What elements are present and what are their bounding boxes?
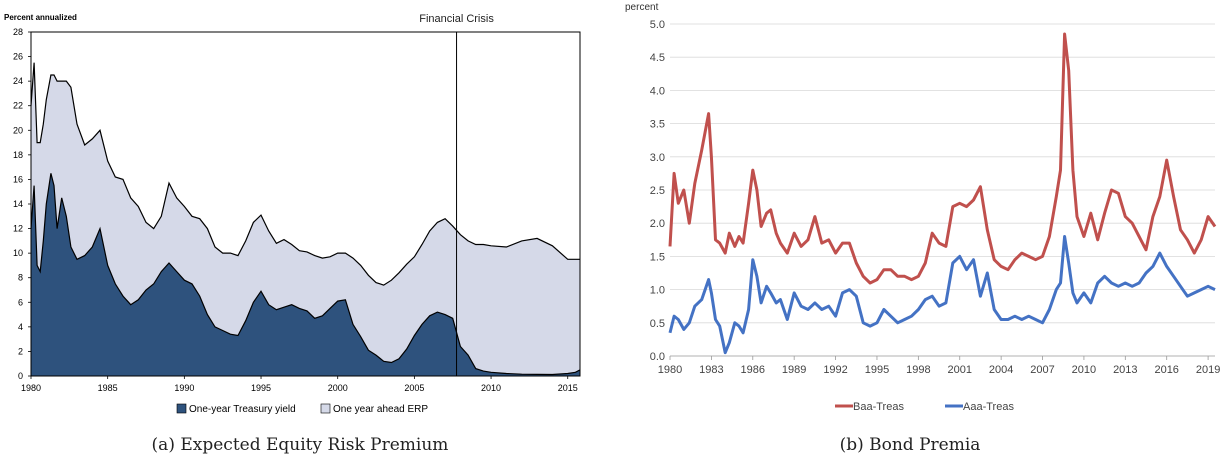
panel-b-x-tick-label: 2019 xyxy=(1196,364,1220,376)
legend-label-erp: One year ahead ERP xyxy=(333,404,428,415)
panel-b-legend: Baa-Treas Aaa-Treas xyxy=(835,401,1014,413)
panel-b-x-tick-label: 2010 xyxy=(1072,364,1096,376)
panel-b-y-tick-label: 5.0 xyxy=(650,19,665,31)
panel-b-y-tick-label: 2.0 xyxy=(650,218,665,230)
panel-a-y-tick-label: 4 xyxy=(18,322,23,332)
panel-a-y-tick-label: 20 xyxy=(13,125,23,135)
panel-b-x-tick-label: 1995 xyxy=(865,364,889,376)
panel-b-series-lines xyxy=(668,32,1217,355)
panel-b-y-tick-label: 1.0 xyxy=(650,285,665,297)
panel-a-y-tick-label: 2 xyxy=(18,346,23,356)
panel-a-x-tick-label: 1995 xyxy=(251,383,271,393)
panel-b-y-tick-label: 4.5 xyxy=(650,52,665,64)
panel-a-y-tick-label: 26 xyxy=(13,52,23,62)
legend-label-baa: Baa-Treas xyxy=(853,401,904,413)
panel-a-y-tick-label: 24 xyxy=(13,76,23,86)
caption-panel-a: (a) Expected Equity Risk Premium xyxy=(151,435,449,455)
panel-b-y-axis-label: percent xyxy=(625,2,659,13)
panel-a-x-tick-label: 1985 xyxy=(98,383,118,393)
financial-crisis-annotation: Financial Crisis xyxy=(419,13,494,25)
panel-a-x-tick-label: 2000 xyxy=(328,383,348,393)
panel-b-x-tick-label: 2007 xyxy=(1030,364,1054,376)
panel-a-x-tick-label: 2010 xyxy=(481,383,501,393)
panel-b-x-tick-label: 2016 xyxy=(1154,364,1178,376)
panel-b-y-tick-label: 0.0 xyxy=(650,351,665,363)
treasury-yield-area xyxy=(31,173,580,376)
panel-b-x-tick-label: 2004 xyxy=(989,364,1013,376)
panel-b-y-tick-label: 3.0 xyxy=(650,152,665,164)
panel-a-y-tick-label: 18 xyxy=(13,150,23,160)
panel-b-x-tick-label: 1989 xyxy=(782,364,806,376)
panel-b-y-tick-label: 4.0 xyxy=(650,85,665,97)
panel-b-x-tick-label: 1986 xyxy=(741,364,765,376)
erp-top-line xyxy=(30,62,580,286)
panel-b-x-tick-label: 1992 xyxy=(823,364,847,376)
panel-b-y-tick-label: 3.5 xyxy=(650,119,665,131)
panel-b-x-tick-label: 1998 xyxy=(906,364,930,376)
panel-a-y-tick-label: 0 xyxy=(18,371,23,381)
legend-label-aaa: Aaa-Treas xyxy=(963,401,1014,413)
panel-b-y-tick-label: 1.5 xyxy=(650,251,665,263)
panel-b-x-tick-label: 2001 xyxy=(948,364,972,376)
panel-a-x-tick-label: 1980 xyxy=(21,383,41,393)
panel-a-y-tick-label: 28 xyxy=(13,27,23,37)
panel-a-y-tick-label: 8 xyxy=(18,273,23,283)
panel-b-y-tick-label: 0.5 xyxy=(650,318,665,330)
panel-a-legend: One-year Treasury yield One year ahead E… xyxy=(176,403,428,415)
panel-a-x-ticks: 1980 1985 1990 1995 2000 2005 2010 2015 xyxy=(21,376,578,393)
panel-a-y-tick-label: 10 xyxy=(13,248,23,258)
bond-premia-chart: percent 0.0 0.5 1.0 1.5 2.0 2.5 3.0 3.5 4.0 4.5 5.… xyxy=(625,2,1220,413)
equity-risk-premium-chart: Percent annualized 024681012141618202224… xyxy=(4,13,581,415)
panel-a-x-tick-label: 1990 xyxy=(174,383,194,393)
legend-swatch-treasury xyxy=(176,403,187,414)
panel-b-x-tick-label: 1983 xyxy=(699,364,723,376)
panel-b-x-tick-label: 1980 xyxy=(658,364,682,376)
panel-a-y-axis-label: Percent annualized xyxy=(4,13,77,22)
panel-a-x-tick-label: 2015 xyxy=(558,383,578,393)
panel-a-y-tick-label: 6 xyxy=(18,297,23,307)
legend-swatch-erp xyxy=(320,403,331,414)
panel-a-x-tick-label: 2005 xyxy=(404,383,424,393)
panel-b-gridlines xyxy=(670,23,1215,357)
legend-label-treasury: One-year Treasury yield xyxy=(189,404,296,415)
treasury-yield-line xyxy=(30,173,581,376)
panel-a-y-tick-label: 22 xyxy=(13,101,23,111)
aaa-treas-line xyxy=(668,235,1216,355)
panel-a-plot-area xyxy=(30,31,581,377)
panel-a-y-tick-label: 12 xyxy=(13,224,23,234)
baa-treas-line xyxy=(668,32,1217,285)
panel-b-x-ticks: 1980 1983 1986 1989 1992 1995 1998 2001 2004 2007… xyxy=(658,356,1220,376)
panel-a-y-tick-label: 14 xyxy=(13,199,23,209)
panel-b-y-tick-label: 2.5 xyxy=(650,185,665,197)
erp-area xyxy=(31,62,580,375)
panel-b-y-ticks: 0.0 0.5 1.0 1.5 2.0 2.5 3.0 3.5 4.0 4.5 5.0 xyxy=(650,19,665,363)
caption-panel-b: (b) Bond Premia xyxy=(839,435,981,455)
panel-b-x-tick-label: 2013 xyxy=(1113,364,1137,376)
panel-a-y-tick-label: 16 xyxy=(13,174,23,184)
